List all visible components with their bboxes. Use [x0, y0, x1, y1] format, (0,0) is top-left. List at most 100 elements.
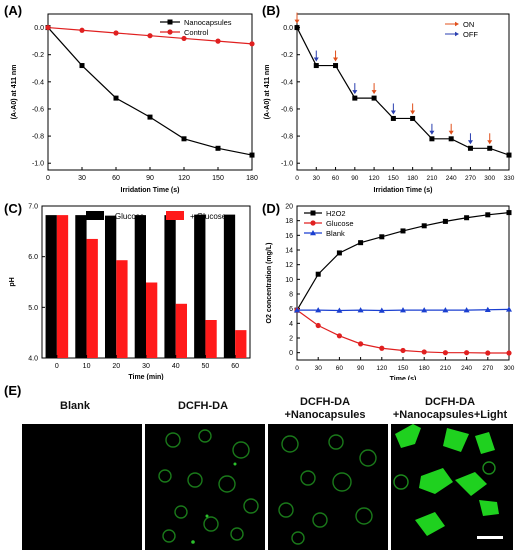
- chart-b-point: [352, 95, 358, 101]
- chart-b-ytick-label: 0.0: [283, 25, 293, 32]
- chart-d-ytick-label: 2: [289, 336, 293, 343]
- chart-d-point-1: [464, 350, 470, 356]
- chart-c-bar-plus-glucose: [146, 282, 158, 358]
- chart-a-point-1: [45, 24, 51, 31]
- chart-a-point-1: [113, 30, 119, 36]
- chart-a-point-0: [79, 63, 85, 69]
- chart-b-xtick-label: 150: [388, 175, 399, 182]
- chart-c-bar-minus-glucose: [164, 215, 176, 358]
- chart-a-point-0: [181, 136, 187, 142]
- chart-c-xlabel: Time (min): [128, 374, 163, 380]
- panel-letter-a: (A): [4, 3, 23, 18]
- chart-c-bar-minus-glucose: [194, 214, 206, 358]
- chart-d-xtick-label: 0: [295, 365, 299, 372]
- chart-d-legend-label-2: Blank: [326, 229, 345, 238]
- chart-b-arrow-on-head: [448, 130, 454, 135]
- chart-d-ytick-label: 18: [285, 218, 293, 225]
- chart-d-xtick-label: 210: [440, 365, 451, 372]
- chart-d-ytick-label: 14: [285, 248, 293, 255]
- chart-b-arrow-off-head: [429, 130, 435, 135]
- chart-a-ytick-label: -0.4: [32, 79, 44, 86]
- chart-b-arrow-on-head: [333, 57, 339, 62]
- micro-dcfh-nano-light-cells: [393, 424, 503, 539]
- chart-d-point-0: [336, 250, 342, 256]
- chart-a-xlabel: Irridation Time (s): [121, 187, 180, 194]
- chart-b-point: [371, 95, 377, 101]
- chart-d-point-0: [442, 218, 448, 224]
- chart-a-point-0: [113, 95, 119, 101]
- chart-d-legend-label-1: Glucose: [326, 219, 354, 228]
- chart-c-ph-bars: 0 10 20 30 40 50 60 4.0 5.0 6.0 7.0 Time (min) pH - G…: [9, 204, 251, 380]
- chart-b-xtick-label: 90: [351, 175, 359, 182]
- chart-a-xtick-label: 30: [78, 175, 86, 182]
- chart-d-xtick-label: 90: [357, 365, 365, 372]
- chart-a-legend-marker-1: [167, 29, 173, 35]
- chart-a-absorbance-time: 0 30 60 90 120 150 180 0.0 -0.2 -0.4 -0.6 -0.8 -1.0 I…: [11, 13, 258, 194]
- chart-c-bar-minus-glucose: [75, 215, 87, 358]
- chart-d-point-2: [506, 306, 512, 312]
- chart-b-point: [467, 145, 473, 151]
- micro-title-dcfh-nano: DCFH-DA +Nanocapsules: [262, 396, 388, 422]
- chart-c-xtick-label: 30: [142, 363, 150, 370]
- chart-d-point-1: [421, 349, 427, 355]
- chart-a-legend-label-1: Control: [184, 28, 209, 37]
- chart-d-point-1: [506, 350, 512, 356]
- chart-c-xtick-label: 60: [231, 363, 239, 370]
- chart-c-ytick-label: 7.0: [28, 204, 38, 211]
- chart-b-xtick-label: 30: [313, 175, 321, 182]
- chart-a-point-0: [147, 114, 153, 120]
- micro-title-dcfh-line1: DCFH-DA: [177, 400, 229, 412]
- chart-b-arrow-off-head: [390, 110, 396, 115]
- chart-b-xlabel: Irridation Time (s): [374, 187, 433, 194]
- chart-d-point-2: [421, 307, 428, 313]
- chart-d-ytick-label: 20: [285, 204, 293, 211]
- chart-b-legend-label-1: OFF: [463, 30, 478, 39]
- chart-d-xtick-label: 180: [419, 365, 430, 372]
- chart-b-ytick-label: -0.8: [281, 134, 293, 141]
- chart-d-legend-label-0: H2O2: [326, 209, 346, 218]
- chart-c-bar-plus-glucose: [205, 320, 217, 358]
- chart-a-xtick-label: 90: [146, 175, 154, 182]
- chart-c-bar-plus-glucose: [56, 215, 69, 358]
- chart-c-bar-plus-glucose: [86, 238, 98, 358]
- chart-d-point-2: [484, 306, 491, 312]
- chart-d-ytick-label: 0: [289, 350, 293, 357]
- chart-b-ytick-label: -0.2: [281, 52, 293, 59]
- chart-d-point-0: [400, 228, 406, 234]
- chart-d-point-2: [336, 307, 343, 313]
- chart-c-legend-swatch-1: [166, 211, 184, 220]
- scale-bar: [477, 536, 503, 539]
- chart-b-point: [410, 115, 416, 121]
- chart-d-point-0: [464, 215, 470, 221]
- chart-b-point: [448, 136, 454, 142]
- chart-b-point: [506, 152, 512, 158]
- chart-d-series-line-1: [296, 309, 509, 354]
- chart-a-ytick-label: 0.0: [34, 25, 44, 32]
- chart-d-point-1: [442, 350, 448, 356]
- micro-title-dcfh-nano-light-line2: +Nanocapsules+Light: [392, 409, 508, 421]
- chart-b-point: [313, 63, 319, 69]
- chart-d-point-1: [315, 322, 321, 329]
- chart-b-xtick-label: 270: [465, 175, 476, 182]
- chart-d-ytick-label: 4: [289, 321, 293, 328]
- chart-b-arrow-on-head: [294, 19, 300, 24]
- chart-b-xtick-label: 180: [407, 175, 418, 182]
- chart-b-xtick-label: 0: [295, 175, 299, 182]
- chart-d-point-2: [400, 307, 406, 313]
- chart-d-ytick-label: 8: [289, 292, 293, 299]
- chart-c-xtick-label: 10: [83, 363, 91, 370]
- chart-d-legend-marker-2: [310, 230, 316, 236]
- chart-b-series-line: [296, 27, 510, 156]
- chart-d-ytick-label: 16: [285, 233, 293, 240]
- chart-b-point: [294, 25, 300, 31]
- chart-a-point-1: [181, 35, 187, 42]
- chart-d-point-1: [400, 347, 406, 354]
- chart-a-point-0: [215, 145, 221, 151]
- micro-image-blank: [22, 424, 142, 550]
- micro-title-dcfh-nano-line1: DCFH-DA: [299, 396, 351, 408]
- chart-c-bar-minus-glucose: [223, 214, 236, 358]
- micro-image-dcfh-nano-light: [391, 424, 513, 550]
- chart-d-xtick-label: 60: [336, 365, 344, 372]
- chart-a-point-1: [147, 33, 153, 39]
- panel-letter-c: (C): [4, 201, 23, 216]
